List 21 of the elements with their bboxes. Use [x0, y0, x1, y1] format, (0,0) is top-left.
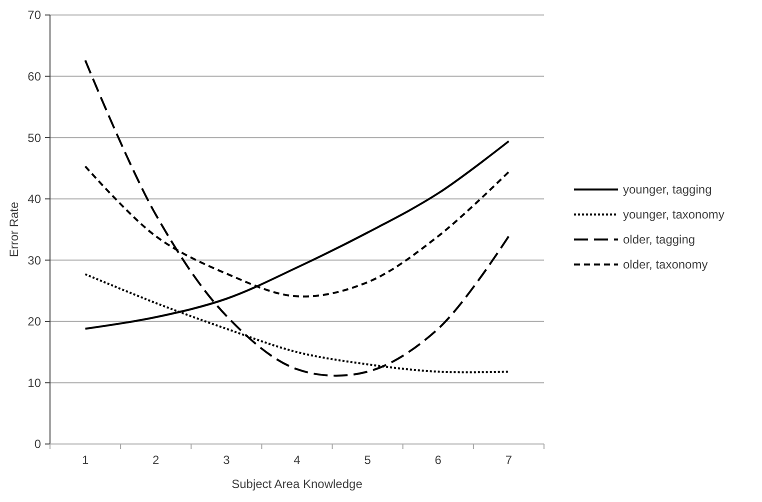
- x-tick-label: 1: [82, 453, 89, 467]
- y-tick-label: 20: [28, 314, 42, 329]
- legend-label: younger, tagging: [623, 182, 712, 197]
- y-axis-title: Error Rate: [7, 202, 21, 258]
- legend-label: older, taxonomy: [623, 258, 708, 272]
- legend-label: younger, taxonomy: [623, 208, 724, 222]
- y-tick-label: 40: [28, 192, 42, 206]
- x-tick-label: 2: [152, 453, 160, 467]
- y-tick-label: 50: [28, 130, 42, 145]
- y-tick-label: 10: [28, 376, 42, 390]
- x-tick-label: 3: [223, 453, 230, 467]
- x-tick-label: 5: [364, 453, 372, 467]
- y-tick-label: 70: [28, 8, 42, 22]
- x-tick-label: 6: [434, 453, 442, 467]
- x-tick-label: 4: [294, 453, 301, 467]
- legend-label: older, tagging: [623, 232, 696, 247]
- y-tick-label: 0: [34, 437, 42, 452]
- y-tick-label: 30: [28, 253, 42, 268]
- x-axis-title: Subject Area Knowledge: [232, 477, 363, 491]
- y-tick-label: 60: [28, 69, 42, 84]
- x-tick-label: 7: [505, 453, 512, 467]
